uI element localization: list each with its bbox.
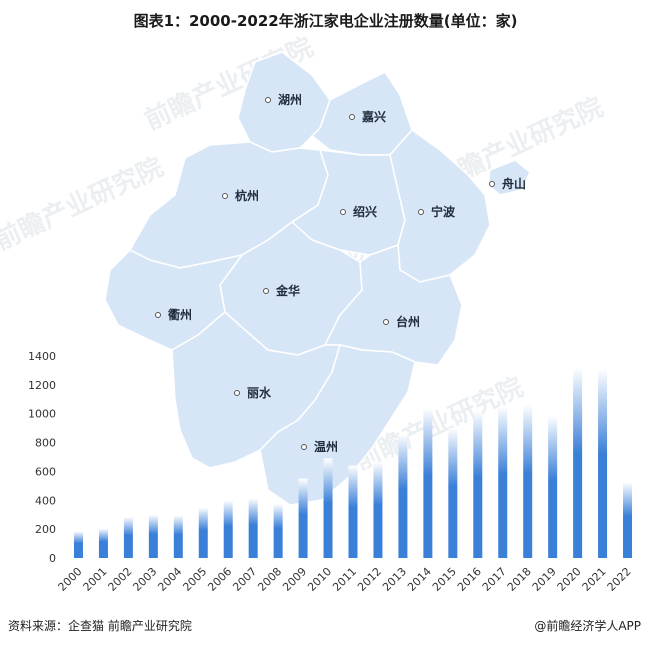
- x-tick-label: 2018: [505, 565, 534, 594]
- bar-2010: [323, 458, 333, 558]
- x-axis: 2000200120022003200420052006200720082009…: [56, 565, 634, 594]
- map-region-wenzhou: [259, 344, 416, 506]
- city-dot: [489, 181, 495, 187]
- city-label-zhoushan: 舟山: [502, 176, 526, 191]
- y-tick-label: 800: [35, 437, 56, 450]
- bar-2012: [373, 462, 383, 558]
- city-label-taizhou: 台州: [396, 314, 420, 329]
- bar-2003: [148, 514, 158, 558]
- map-region-ningbo: [389, 128, 491, 283]
- map-region-taizhou: [323, 243, 463, 366]
- city-label-shaoxing: 绍兴: [353, 204, 377, 219]
- x-tick-label: 2015: [430, 565, 459, 594]
- city-dot: [418, 209, 424, 215]
- bar-2008: [273, 503, 283, 558]
- x-tick-label: 2007: [230, 565, 259, 594]
- y-tick-label: 1400: [28, 350, 56, 363]
- source-note: 资料来源：企查猫 前瞻产业研究院: [8, 619, 192, 633]
- bar-2009: [298, 478, 308, 558]
- city-label-lishui: 丽水: [247, 385, 272, 400]
- x-tick-label: 2019: [530, 565, 559, 594]
- bar-2000: [73, 531, 83, 558]
- bar-2005: [198, 507, 208, 558]
- x-tick-label: 2010: [305, 565, 334, 594]
- bar-2014: [423, 407, 433, 558]
- city-dot: [263, 288, 269, 294]
- bar-2006: [223, 500, 233, 558]
- city-dot: [301, 444, 307, 450]
- city-dot: [234, 390, 240, 396]
- x-tick-label: 2004: [155, 565, 184, 594]
- city-label-hangzhou: 杭州: [235, 188, 259, 203]
- x-tick-label: 2002: [106, 565, 135, 594]
- bar-2002: [123, 516, 133, 558]
- bar-2015: [448, 428, 458, 558]
- bar-2021: [598, 368, 608, 558]
- x-tick-label: 2020: [555, 565, 584, 594]
- bar-2004: [173, 515, 183, 558]
- zhejiang-map: [104, 51, 531, 506]
- city-dot: [265, 97, 271, 103]
- bar-2016: [473, 410, 483, 558]
- x-tick-label: 2014: [405, 565, 434, 594]
- y-tick-label: 400: [35, 494, 56, 507]
- map-region-zhoushan: [487, 159, 531, 196]
- y-tick-label: 200: [35, 523, 56, 536]
- x-tick-label: 2008: [255, 565, 284, 594]
- city-label-wenzhou: 温州: [314, 440, 338, 454]
- city-labels: 湖州 嘉兴 杭州 舟山 绍兴 宁波 金华 衢州 台州 丽水 温州: [155, 92, 526, 454]
- brand-credit: @前瞻经济学人APP: [534, 619, 641, 633]
- city-label-huzhou: 湖州: [278, 92, 302, 107]
- bar-2018: [523, 405, 533, 558]
- x-tick-label: 2003: [130, 565, 159, 594]
- city-dot: [222, 193, 228, 199]
- x-tick-label: 2017: [480, 565, 509, 594]
- x-tick-label: 2000: [56, 565, 85, 594]
- x-tick-label: 2006: [205, 565, 234, 594]
- city-dot: [383, 319, 389, 325]
- bar-2022: [623, 482, 633, 558]
- bar-2017: [498, 406, 508, 558]
- bar-2019: [548, 415, 558, 558]
- city-label-ningbo: 宁波: [431, 204, 456, 219]
- city-dot: [340, 209, 346, 215]
- x-tick-label: 2001: [81, 565, 110, 594]
- x-tick-label: 2009: [280, 565, 309, 594]
- y-axis: 0 200 400 600 800 1000 1200 1400: [28, 350, 56, 565]
- bar-2013: [398, 433, 408, 558]
- y-tick-label: 1200: [28, 379, 56, 392]
- city-label-jinhua: 金华: [275, 283, 300, 298]
- city-dot: [155, 312, 161, 318]
- bar-2001: [98, 528, 108, 558]
- chart-title: 图表1：2000-2022年浙江家电企业注册数量(单位：家): [133, 12, 518, 30]
- y-tick-label: 600: [35, 465, 56, 478]
- x-tick-label: 2005: [180, 565, 209, 594]
- bar-2020: [573, 367, 583, 558]
- y-tick-label: 0: [49, 552, 56, 565]
- y-tick-label: 1000: [28, 408, 56, 421]
- x-tick-label: 2016: [455, 565, 484, 594]
- x-tick-label: 2021: [580, 565, 609, 594]
- city-label-jiaxing: 嘉兴: [361, 109, 386, 124]
- x-tick-label: 2022: [605, 565, 634, 594]
- bar-2007: [248, 498, 258, 558]
- x-tick-label: 2012: [355, 565, 384, 594]
- bar-series: [73, 367, 633, 558]
- x-tick-label: 2011: [330, 565, 359, 594]
- x-tick-label: 2013: [380, 565, 409, 594]
- city-dot: [349, 114, 355, 120]
- bar-2011: [348, 465, 358, 558]
- city-label-quzhou: 衢州: [168, 307, 192, 322]
